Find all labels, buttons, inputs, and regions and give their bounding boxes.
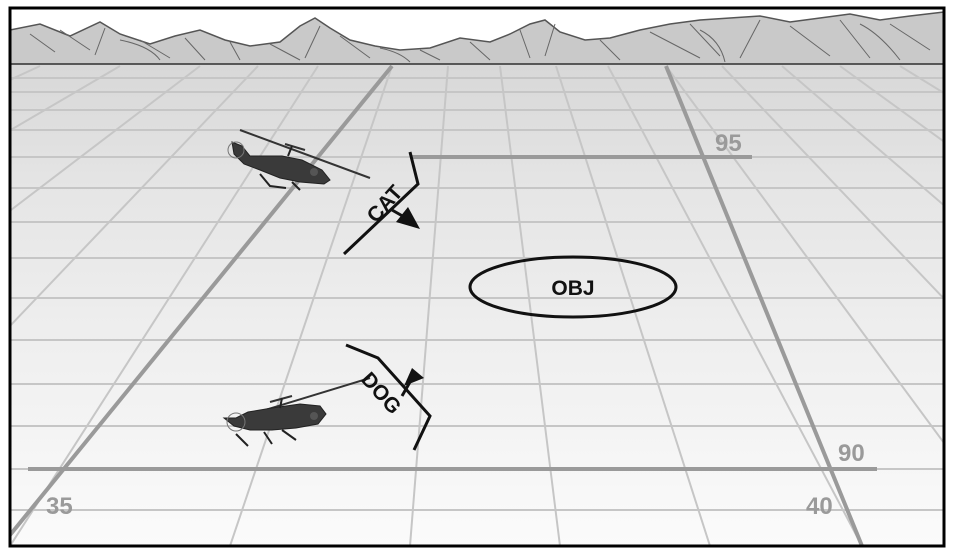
minor-grid-lines: [10, 65, 944, 546]
major-grid-lines: [10, 64, 877, 546]
mountain-texture: [29, 19, 931, 63]
mountain-ridge: [10, 11, 944, 65]
grid-line: [781, 65, 944, 207]
objective-label: OBJ: [551, 277, 594, 300]
grid-label-90: 90: [838, 440, 865, 467]
gridline-40: [664, 65, 864, 546]
grid-line: [10, 65, 201, 213]
scene-frame: [8, 6, 946, 548]
grid-line: [10, 65, 319, 546]
grid-line: [665, 65, 944, 445]
direction-arrow-dog: [404, 368, 424, 386]
gridline-35: [10, 64, 394, 537]
attack-helicopter-icon-upper: [227, 129, 371, 191]
grid-line: [721, 65, 944, 301]
grid-label-95: 95: [715, 130, 742, 157]
attack-helicopter-icon-lower: [222, 377, 371, 447]
grid-line: [10, 65, 259, 328]
grid-label-35: 35: [46, 493, 73, 520]
direction-arrow-cat: [396, 207, 420, 229]
grid-line: [607, 65, 863, 546]
grid-line: [409, 65, 449, 546]
objective-marker: OBJ: [468, 255, 678, 319]
grid-label-40: 40: [806, 493, 833, 520]
grid-line: [229, 65, 393, 546]
grid-line: [499, 65, 561, 546]
grid-line: [555, 65, 711, 546]
